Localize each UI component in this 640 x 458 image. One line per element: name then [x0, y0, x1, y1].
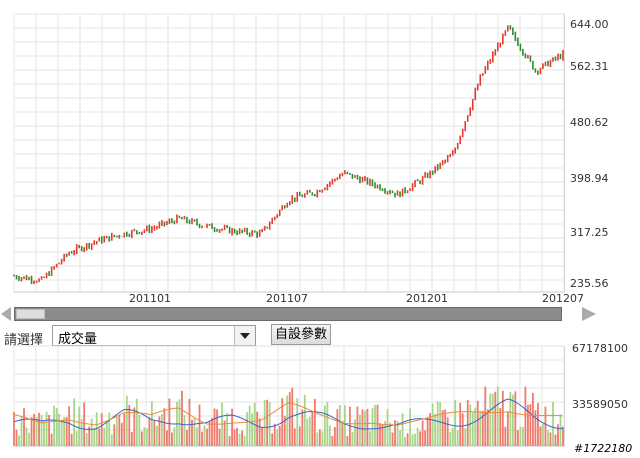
volume-axis-label: 33589050: [572, 398, 628, 411]
time-axis-label: 201107: [266, 292, 308, 305]
price-axis-label: 644.00: [570, 18, 609, 31]
indicator-select-value: 成交量: [58, 332, 98, 347]
chevron-down-icon: [240, 333, 250, 339]
price-axis-label: 562.31: [570, 60, 609, 73]
scroll-right-arrow-icon[interactable]: [582, 307, 596, 321]
scroll-left-arrow-icon[interactable]: [1, 307, 11, 321]
price-axis-label: 480.62: [570, 116, 609, 129]
custom-params-button[interactable]: 自設參數: [271, 324, 331, 345]
scrollbar-thumb[interactable]: [16, 309, 45, 319]
volume-chart: [13, 345, 565, 447]
price-chart: [13, 13, 565, 293]
indicator-select-prompt: 請選擇: [4, 333, 44, 348]
price-plot-area: [13, 13, 565, 293]
price-axis-label: 317.25: [570, 226, 609, 239]
timeline-scrollbar[interactable]: [14, 307, 562, 321]
time-axis-label: 201207: [542, 292, 584, 305]
watermark: #1722180: [574, 442, 633, 455]
dropdown-button[interactable]: [234, 326, 255, 345]
volume-ma-line: [13, 398, 564, 430]
indicator-select[interactable]: 成交量: [52, 325, 256, 347]
volume-axis-label: 67178100: [572, 342, 628, 355]
time-axis-label: 201201: [406, 292, 448, 305]
volume-ma-line: [13, 402, 564, 426]
price-axis-label: 398.94: [570, 172, 609, 185]
price-axis-label: 235.56: [570, 277, 609, 290]
time-axis-label: 201101: [129, 292, 171, 305]
